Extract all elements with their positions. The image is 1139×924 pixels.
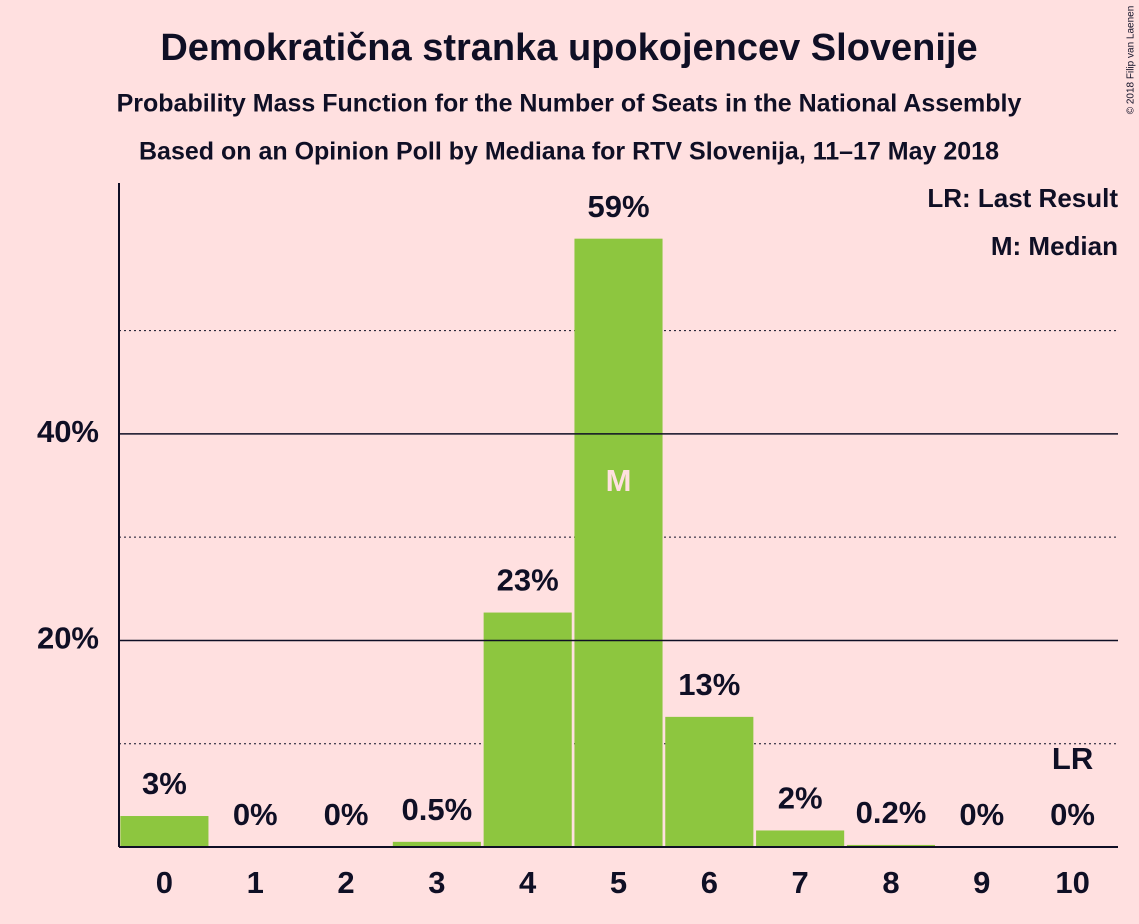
annotation: M [606, 463, 632, 498]
value-label: 0.2% [856, 795, 927, 830]
x-tick-label: 2 [337, 865, 354, 900]
value-label: 13% [678, 667, 740, 702]
bar [483, 612, 572, 847]
value-label: 23% [497, 563, 559, 598]
x-tick-label: 8 [882, 865, 899, 900]
value-label: 0% [324, 797, 369, 832]
bar [392, 841, 481, 847]
x-tick-label: 5 [610, 865, 627, 900]
value-label: 2% [778, 781, 823, 816]
x-tick-label: 9 [973, 865, 990, 900]
value-label: 0% [1050, 797, 1095, 832]
legend-entry: LR: Last Result [927, 183, 1118, 213]
x-tick-label: 0 [156, 865, 173, 900]
y-tick-label: 40% [37, 414, 99, 449]
x-tick-label: 10 [1055, 865, 1089, 900]
copyright: © 2018 Filip van Laenen [1126, 6, 1137, 115]
x-tick-label: 7 [792, 865, 809, 900]
y-tick-label: 20% [37, 621, 99, 656]
x-tick-label: 3 [428, 865, 445, 900]
x-tick-label: 1 [247, 865, 264, 900]
value-label: 59% [587, 189, 649, 224]
bar [120, 816, 209, 847]
chart-subtitle: Probability Mass Function for the Number… [117, 90, 1022, 118]
x-tick-label: 4 [519, 865, 537, 900]
x-tick-label: 6 [701, 865, 718, 900]
legend-entry: M: Median [991, 231, 1118, 261]
bar [756, 830, 845, 847]
bar [574, 238, 663, 847]
bar [846, 844, 936, 847]
annotation: LR [1052, 741, 1093, 776]
value-label: 0% [959, 797, 1004, 832]
chart-title: Demokratična stranka upokojencev Sloveni… [160, 27, 977, 69]
value-label: 3% [142, 766, 187, 801]
chart-subtitle: Based on an Opinion Poll by Mediana for … [139, 138, 999, 166]
value-label: 0.5% [402, 792, 473, 827]
bar [665, 716, 754, 847]
value-label: 0% [233, 797, 278, 832]
